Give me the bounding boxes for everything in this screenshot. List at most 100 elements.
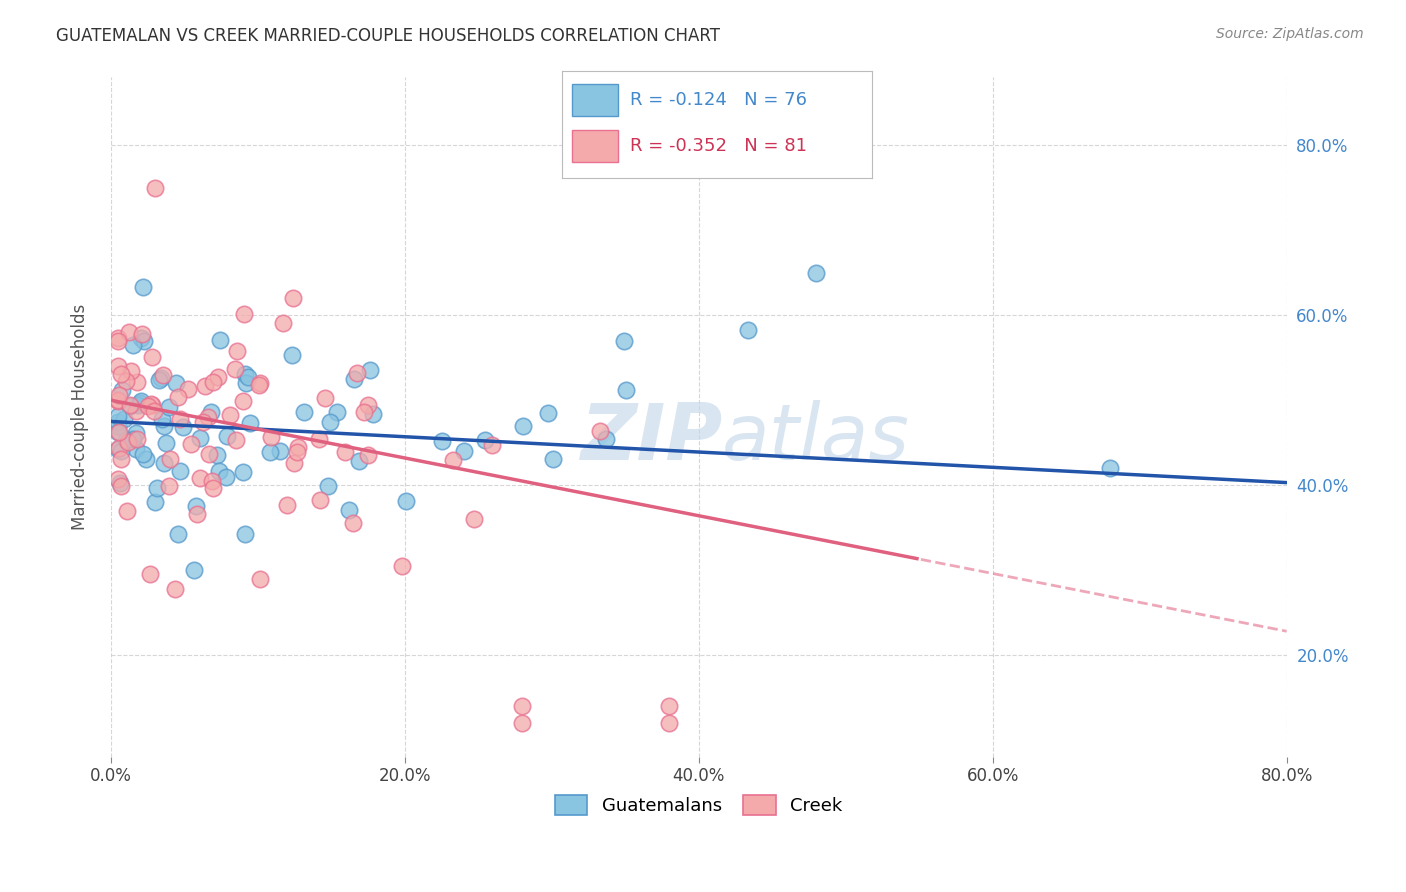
- Point: [280, 348, 302, 362]
- Point: [153, 456, 176, 470]
- Text: atlas: atlas: [723, 400, 910, 475]
- Point: [201, 481, 224, 495]
- Point: [197, 410, 219, 425]
- Point: [125, 403, 148, 417]
- Point: [658, 698, 681, 713]
- Point: [357, 448, 380, 462]
- Point: [337, 503, 360, 517]
- Point: [193, 415, 215, 429]
- Point: [595, 432, 617, 446]
- Point: [150, 371, 173, 385]
- Point: [238, 370, 260, 384]
- Point: [194, 379, 217, 393]
- Point: [169, 412, 191, 426]
- Point: [347, 454, 370, 468]
- Point: [169, 464, 191, 478]
- Point: [125, 432, 148, 446]
- Point: [260, 430, 283, 444]
- Point: [441, 453, 464, 467]
- Point: [132, 447, 155, 461]
- Point: [125, 442, 148, 456]
- Point: [188, 471, 211, 485]
- Point: [215, 470, 238, 484]
- Point: [107, 425, 129, 440]
- Point: [308, 432, 330, 446]
- Point: [150, 411, 173, 425]
- Point: [107, 409, 129, 424]
- Point: [319, 415, 342, 429]
- Point: [132, 280, 155, 294]
- Point: [118, 326, 141, 340]
- Point: [481, 438, 503, 452]
- Point: [107, 331, 129, 345]
- Text: GUATEMALAN VS CREEK MARRIED-COUPLE HOUSEHOLDS CORRELATION CHART: GUATEMALAN VS CREEK MARRIED-COUPLE HOUSE…: [56, 27, 720, 45]
- Point: [165, 376, 187, 390]
- Point: [148, 373, 170, 387]
- Point: [335, 445, 357, 459]
- Point: [453, 443, 475, 458]
- Point: [463, 512, 485, 526]
- Point: [658, 716, 681, 731]
- Text: Source: ZipAtlas.com: Source: ZipAtlas.com: [1216, 27, 1364, 41]
- Point: [166, 527, 188, 541]
- Point: [589, 424, 612, 438]
- Point: [232, 308, 254, 322]
- Point: [139, 567, 162, 582]
- FancyBboxPatch shape: [572, 84, 619, 116]
- Point: [613, 334, 636, 348]
- Point: [259, 445, 281, 459]
- Point: [155, 436, 177, 450]
- Point: [107, 473, 129, 487]
- Point: [143, 494, 166, 508]
- Point: [129, 331, 152, 345]
- Point: [115, 434, 138, 448]
- Point: [157, 479, 180, 493]
- Point: [111, 383, 134, 397]
- Point: [112, 411, 135, 425]
- Point: [152, 368, 174, 383]
- FancyBboxPatch shape: [572, 130, 619, 162]
- Point: [283, 456, 305, 470]
- Point: [143, 181, 166, 195]
- Point: [120, 364, 142, 378]
- Point: [141, 350, 163, 364]
- Point: [127, 398, 149, 412]
- Point: [110, 479, 132, 493]
- Point: [186, 507, 208, 521]
- Point: [131, 326, 153, 341]
- Point: [110, 367, 132, 381]
- Point: [219, 409, 242, 423]
- Point: [107, 334, 129, 348]
- Point: [233, 526, 256, 541]
- Point: [135, 451, 157, 466]
- Point: [115, 503, 138, 517]
- Point: [541, 452, 564, 467]
- Point: [215, 428, 238, 442]
- Point: [287, 444, 309, 458]
- Point: [207, 370, 229, 384]
- Point: [208, 464, 231, 478]
- Point: [430, 434, 453, 448]
- Point: [132, 334, 155, 349]
- Point: [226, 344, 249, 359]
- Point: [235, 376, 257, 390]
- Point: [163, 582, 186, 597]
- Point: [249, 376, 271, 391]
- Point: [184, 499, 207, 513]
- Point: [129, 396, 152, 410]
- Point: [117, 434, 139, 449]
- Point: [167, 390, 190, 404]
- Point: [209, 333, 232, 347]
- Point: [183, 563, 205, 577]
- Point: [395, 494, 418, 508]
- Point: [537, 406, 560, 420]
- Point: [276, 499, 298, 513]
- Point: [118, 399, 141, 413]
- Point: [107, 418, 129, 433]
- Point: [232, 393, 254, 408]
- Point: [737, 323, 759, 337]
- Point: [271, 316, 294, 330]
- Point: [239, 416, 262, 430]
- Point: [201, 375, 224, 389]
- Point: [232, 465, 254, 479]
